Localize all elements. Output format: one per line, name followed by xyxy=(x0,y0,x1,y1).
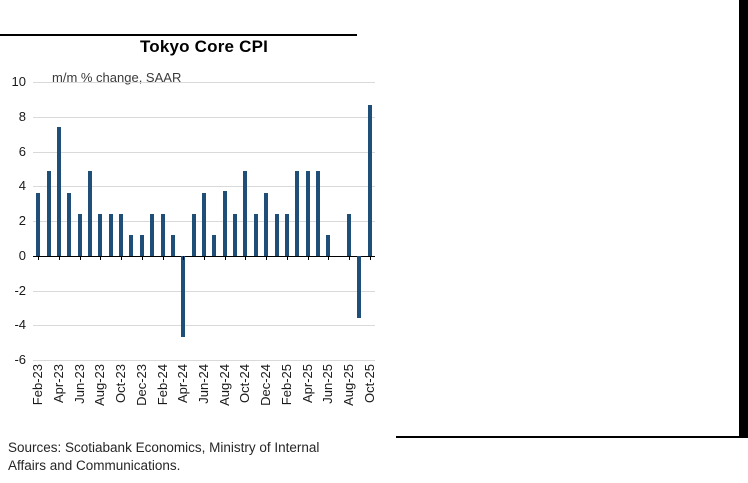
x-tick-mark xyxy=(38,255,40,260)
x-tick-label: Apr-23 xyxy=(50,364,66,404)
x-tick-mark xyxy=(286,255,288,260)
bar xyxy=(67,193,72,256)
bar xyxy=(305,170,310,256)
x-tick-label: Aug-24 xyxy=(216,364,232,406)
y-tick-label: 2 xyxy=(18,213,26,228)
bar xyxy=(36,193,41,256)
bar xyxy=(357,255,362,319)
bar xyxy=(129,234,134,256)
x-tick-label: Feb-24 xyxy=(154,364,170,406)
gridline xyxy=(33,360,375,361)
chart-title: Tokyo Core CPI xyxy=(139,37,269,56)
gridline xyxy=(33,151,375,153)
bar xyxy=(326,234,331,256)
source-note: Sources: Scotiabank Economics, Ministry … xyxy=(8,439,408,475)
source-note-line1: Sources: Scotiabank Economics, Ministry … xyxy=(8,440,320,455)
bar xyxy=(316,170,320,256)
bar xyxy=(46,170,51,256)
bottom-right-rule xyxy=(396,436,748,438)
bar xyxy=(88,170,92,256)
gridline xyxy=(33,290,375,292)
gridline xyxy=(33,82,375,83)
bar xyxy=(98,214,103,256)
y-tick-label: 10 xyxy=(11,74,26,89)
x-tick-mark xyxy=(328,255,330,260)
x-tick-mark xyxy=(162,255,164,260)
x-tick-label: Oct-24 xyxy=(237,364,253,404)
gridline xyxy=(33,186,375,188)
x-tick-label: Feb-25 xyxy=(278,364,294,406)
x-tick-label: Dec-23 xyxy=(133,364,149,406)
bar xyxy=(347,214,352,256)
top-rule xyxy=(0,34,357,36)
bar xyxy=(77,214,82,256)
x-axis-labels: Feb-23 Apr-23 Jun-23 Aug-23 Oct-23 Dec-23 Feb-… xyxy=(30,364,377,436)
x-tick-label: Oct-23 xyxy=(113,364,129,404)
x-tick-label: Aug-25 xyxy=(341,364,357,406)
chart-subtitle: m/m % change, SAAR xyxy=(52,70,182,85)
x-tick-mark xyxy=(307,255,309,260)
x-tick-mark xyxy=(245,255,247,260)
x-tick-mark xyxy=(224,255,226,260)
bar xyxy=(191,214,196,256)
x-tick-mark xyxy=(349,255,351,260)
bar xyxy=(367,104,372,256)
right-panel-edge xyxy=(739,0,748,437)
x-tick-mark xyxy=(369,255,371,260)
source-note-line2: Affairs and Communications. xyxy=(8,458,181,473)
x-tick-mark xyxy=(79,255,81,260)
bar xyxy=(253,214,258,256)
y-tick-label: 8 xyxy=(18,108,26,124)
x-tick-label: Jun-24 xyxy=(196,364,211,404)
bar xyxy=(284,214,289,256)
x-tick-mark xyxy=(183,255,185,260)
x-tick-label: Jun-25 xyxy=(320,364,336,404)
x-tick-mark xyxy=(100,255,102,260)
bar xyxy=(108,214,113,256)
y-tick-label: -4 xyxy=(14,317,26,333)
bar xyxy=(119,214,124,256)
bar xyxy=(202,193,206,256)
x-tick-mark xyxy=(141,255,143,260)
plot-area xyxy=(33,82,375,361)
bar xyxy=(233,214,238,256)
y-axis-labels: 10 8 6 4 2 0 -2 -4 -6 xyxy=(0,74,26,367)
x-tick-label: Apr-24 xyxy=(175,364,191,404)
bar xyxy=(212,234,217,256)
x-tick-label: Feb-23 xyxy=(30,364,46,406)
y-tick-label: -2 xyxy=(14,282,26,298)
bar xyxy=(264,193,269,256)
gridline xyxy=(33,325,375,327)
y-tick-label: 4 xyxy=(18,178,26,194)
x-tick-label: Dec-24 xyxy=(258,364,274,406)
y-tick-label: 0 xyxy=(18,247,26,263)
bar xyxy=(295,170,300,256)
bar xyxy=(222,191,227,256)
bar xyxy=(181,255,186,338)
x-tick-mark xyxy=(266,255,268,260)
bar xyxy=(243,170,248,256)
y-tick-label: 6 xyxy=(18,143,26,159)
x-tick-label: Aug-23 xyxy=(92,364,108,406)
x-tick-mark xyxy=(58,255,60,260)
bar xyxy=(170,234,175,256)
x-tick-mark xyxy=(204,255,205,260)
bar xyxy=(56,127,61,256)
bar xyxy=(150,214,155,256)
x-tick-label: Oct-25 xyxy=(361,364,377,404)
y-tick-label: -6 xyxy=(14,352,26,367)
bar xyxy=(139,234,144,256)
bar xyxy=(274,214,279,256)
bar xyxy=(160,214,165,256)
x-tick-mark xyxy=(121,255,123,260)
gridline xyxy=(33,116,375,118)
x-tick-label: Apr-25 xyxy=(299,364,315,404)
x-tick-label: Jun-23 xyxy=(71,364,87,404)
